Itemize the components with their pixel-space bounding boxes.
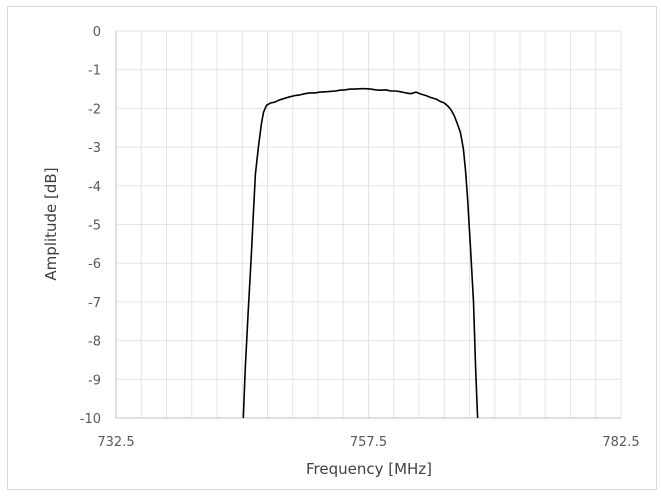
x-tick-label: 782.5 (602, 435, 639, 450)
x-tick-labels: 732.5 757.5 782.5 (97, 435, 639, 450)
y-tick-label: -8 (88, 335, 101, 350)
x-axis-title: Frequency [MHz] (306, 460, 432, 478)
y-tick-label: -3 (88, 141, 101, 156)
plot-area (242, 87, 479, 419)
y-tick-label: -9 (88, 373, 101, 388)
grid (115, 30, 622, 419)
y-tick-label: -2 (88, 102, 101, 117)
y-tick-label: -7 (88, 296, 101, 311)
y-tick-label: -4 (88, 180, 101, 195)
x-tick-label: 757.5 (350, 435, 387, 450)
y-tick-label: -6 (88, 257, 101, 272)
series-line (242, 87, 479, 419)
y-axis-title: Amplitude [dB] (42, 167, 60, 280)
chart-frame (7, 6, 657, 490)
y-tick-label: -5 (88, 219, 101, 234)
x-tick-label: 732.5 (97, 435, 134, 450)
y-tick-label: -10 (80, 412, 101, 427)
y-tick-label: 0 (93, 25, 101, 40)
y-tick-labels: 0 -1 -2 -3 -4 -5 -6 -7 -8 -9 -10 (80, 25, 101, 427)
y-tick-label: -1 (88, 64, 101, 79)
